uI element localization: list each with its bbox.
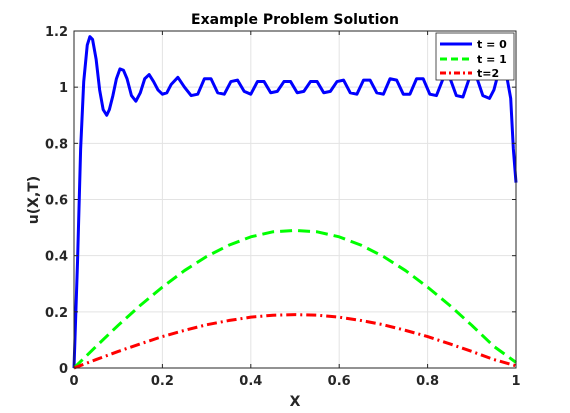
y-tick-label: 1.2 xyxy=(45,25,68,40)
axis-ticks: 0 0.2 0.4 0.6 0.8 1 0 0.2 0.4 0.6 0.8 1 1.2 xyxy=(45,25,521,389)
y-tick-label: 0.8 xyxy=(45,137,68,152)
y-tick-label: 1 xyxy=(59,81,68,96)
legend-label-t1: t = 1 xyxy=(477,53,507,66)
x-tick-label: 0.6 xyxy=(328,374,351,389)
series-line-1 xyxy=(72,228,517,370)
series-line-2 xyxy=(73,313,517,370)
x-tick-label: 0 xyxy=(69,374,78,389)
y-tick-label: 0.2 xyxy=(45,306,68,321)
x-axis-title: X xyxy=(290,394,301,410)
legend: t = 0 t = 1 t=2 xyxy=(435,32,515,81)
x-tick-label: 0.2 xyxy=(151,374,174,389)
y-tick-label: 0.4 xyxy=(45,250,68,265)
chart-title: Example Problem Solution xyxy=(191,12,399,28)
y-tick-label: 0 xyxy=(59,362,68,377)
x-tick-label: 0.4 xyxy=(239,374,262,389)
y-axis-title: u(X,T) xyxy=(26,176,42,224)
y-tick-label: 0.6 xyxy=(45,194,68,209)
legend-label-t0: t = 0 xyxy=(477,38,507,51)
x-tick-label: 0.8 xyxy=(416,374,439,389)
x-tick-label: 1 xyxy=(511,374,520,389)
legend-label-t2: t=2 xyxy=(477,67,499,80)
